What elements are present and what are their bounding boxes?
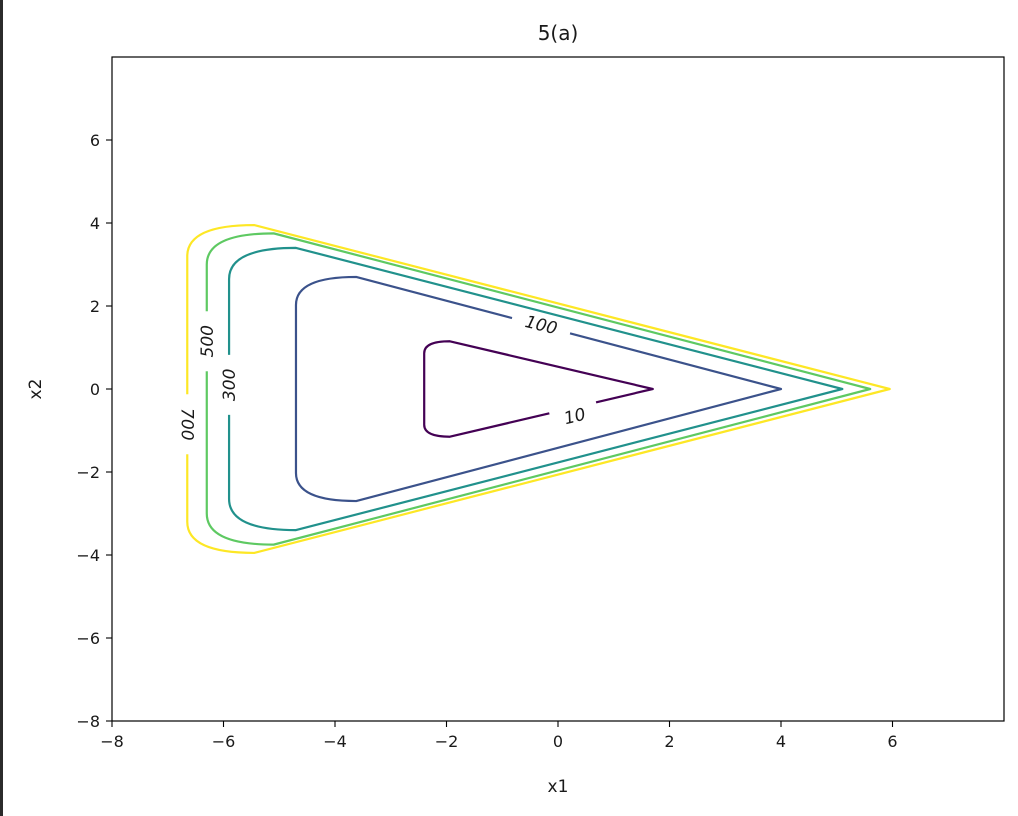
x-axis-label: x1 <box>548 777 569 797</box>
y-tick-label: −6 <box>76 629 100 648</box>
y-tick-label: 0 <box>90 380 100 399</box>
y-tick-label: 6 <box>90 131 100 150</box>
x-tick-label: 0 <box>553 732 563 751</box>
y-tick-label: −8 <box>76 712 100 731</box>
y-axis-ticks: −8 −6 −4 −2 0 2 4 6 <box>76 131 112 731</box>
x-tick-label: −2 <box>435 732 459 751</box>
chart-figure: 10 100 300 500 700 −8 −6 −4 −2 0 2 4 6 −8 −6 −4 −2 0 2 4 6… <box>3 0 1018 816</box>
contour-label-gap <box>218 354 241 415</box>
x-tick-label: −8 <box>100 732 124 751</box>
x-tick-label: −6 <box>212 732 236 751</box>
contour-line-300 <box>227 246 844 532</box>
chart-title: 5(a) <box>538 21 579 45</box>
y-tick-label: 4 <box>90 214 100 233</box>
contour-label-gap <box>509 306 574 343</box>
contour-label-100: 100 <box>523 312 559 339</box>
contour-line-700 <box>186 223 891 555</box>
x-tick-label: 4 <box>776 732 786 751</box>
contour-line-500 <box>205 232 872 546</box>
contour-label-300: 300 <box>220 369 240 401</box>
x-axis-ticks: −8 −6 −4 −2 0 2 4 6 <box>100 721 898 751</box>
y-tick-label: 2 <box>90 297 100 316</box>
contour-label-500: 500 <box>198 325 218 357</box>
y-tick-label: −4 <box>76 546 100 565</box>
y-axis-label: x2 <box>26 379 46 400</box>
contour-label-700: 700 <box>176 408 196 440</box>
contour-label-gap <box>176 394 199 455</box>
contour-line-100 <box>294 275 783 503</box>
x-tick-label: 2 <box>664 732 674 751</box>
contour-line-10 <box>423 340 654 438</box>
y-tick-label: −2 <box>76 463 100 482</box>
contour-label-gap <box>195 311 218 372</box>
contour-label-gap <box>548 399 601 433</box>
x-tick-label: 6 <box>887 732 897 751</box>
x-tick-label: −4 <box>323 732 347 751</box>
contour-lines <box>186 223 891 555</box>
